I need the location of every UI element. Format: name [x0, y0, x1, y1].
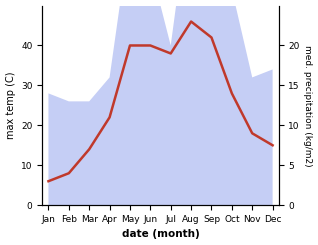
- Y-axis label: med. precipitation (kg/m2): med. precipitation (kg/m2): [303, 45, 313, 166]
- X-axis label: date (month): date (month): [122, 230, 199, 239]
- Y-axis label: max temp (C): max temp (C): [5, 72, 16, 139]
